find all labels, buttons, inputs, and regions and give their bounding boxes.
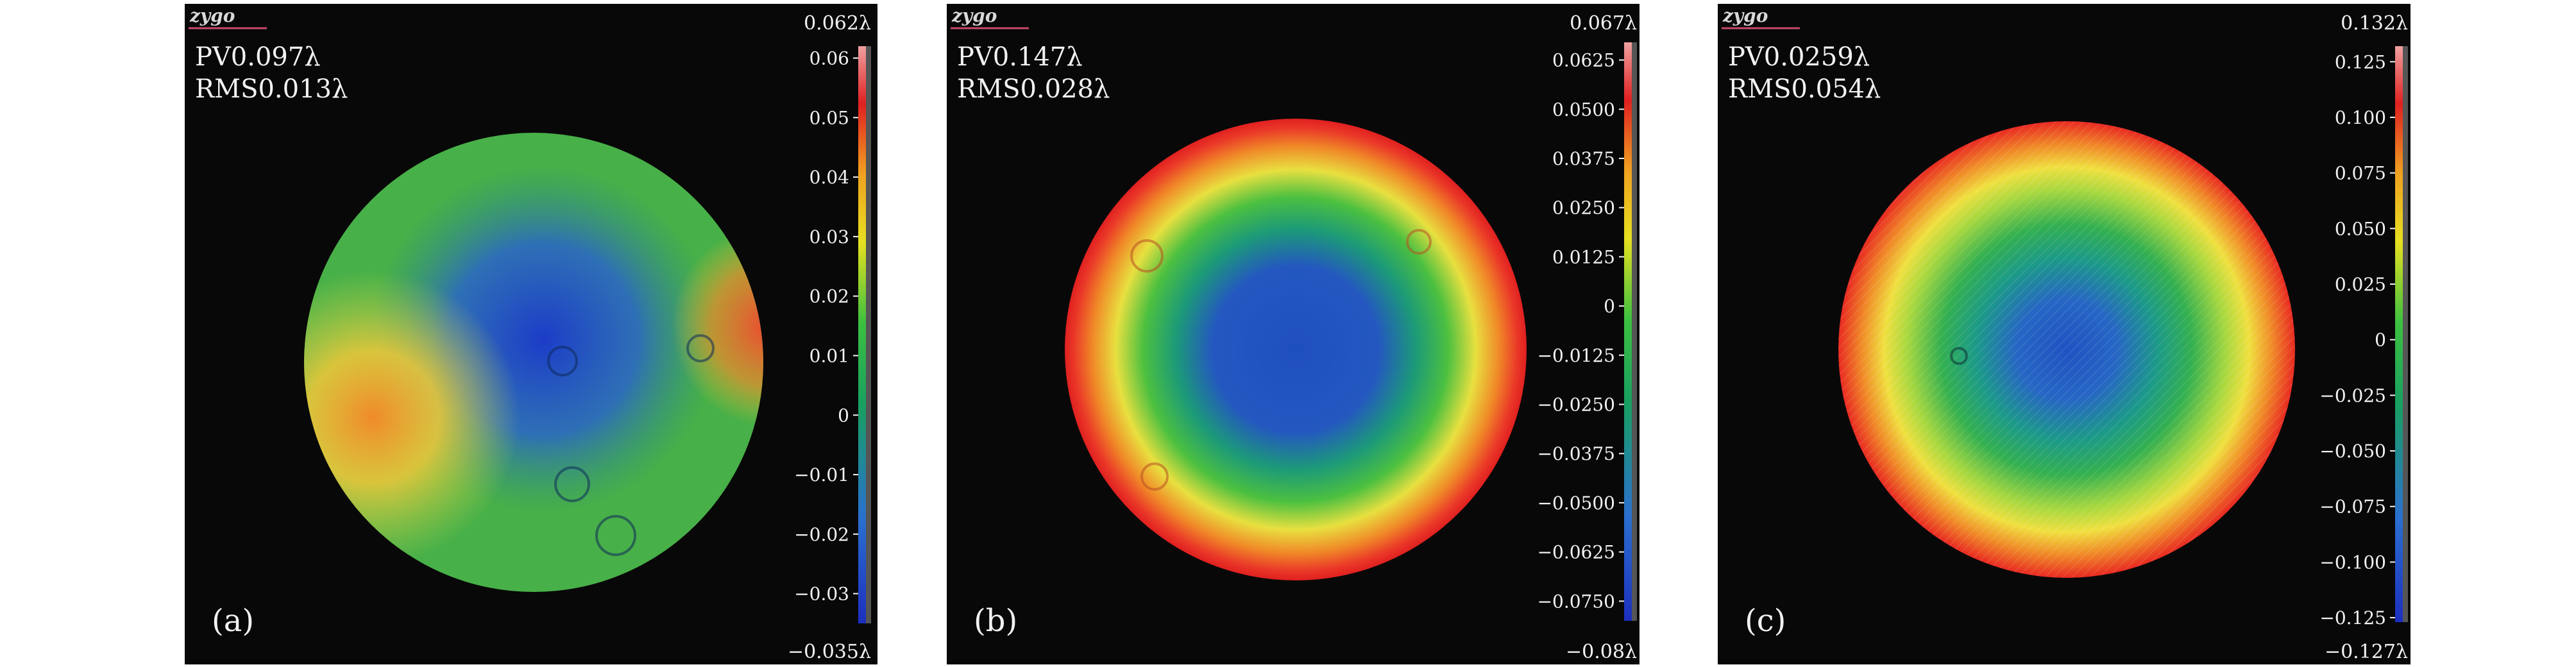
dust-ring [1950,347,1968,365]
colorbar-tick-label: 0.04 [809,167,849,188]
colorbar-tick-label: 0.0250 [1552,198,1615,219]
zygo-logo: zygo [189,5,235,26]
colorbar-tick-label: −0.0250 [1538,394,1615,416]
colorbar: 0.132λ −0.127λ −0.125 −0.100 −0.075 −0.050 −0.… [2319,12,2408,663]
colorbar-tick-label: 0.02 [809,286,849,307]
colorbar-tick-label: −0.01 [794,464,849,485]
colorbar-tick-label: −0.0375 [1538,443,1615,464]
colorbar-tick-label: −0.03 [794,584,849,605]
rms-value: RMS0.028λ [957,74,1110,104]
colorbar-min-label: −0.035λ [788,641,871,663]
colorbar-tick-label: −0.100 [2319,552,2386,573]
colorbar-gradient [858,46,866,623]
colorbar-tick-label: 0.03 [809,226,849,248]
colorbar-tick-label: 0 [838,405,849,426]
dust-ring [1130,239,1164,273]
colorbar-tick-label: 0.06 [809,48,849,69]
colorbar-tick-label: −0.0125 [1538,345,1615,366]
colorbar-tick-label: 0.050 [2335,218,2386,239]
colorbar-tick-label: 0.025 [2335,274,2386,295]
colorbar-edge [866,46,871,623]
surface-ring [1065,119,1527,580]
colorbar-tick-label: 0.0625 [1552,50,1615,71]
pv-value: PV0.0259λ [1728,42,1870,72]
colorbar-tick-label: 0.0375 [1552,148,1615,169]
colorbar-tick-label: 0.01 [809,345,849,366]
dust-ring [554,466,590,502]
dust-ring [547,346,578,376]
dust-ring [686,334,715,362]
colorbar-tick-label: −0.0750 [1538,591,1615,612]
surface-map [304,133,763,592]
colorbar-tick-label: 0.0125 [1552,246,1615,267]
colorbar-tick-label: 0.125 [2335,51,2386,72]
zygo-logo: zygo [1722,5,1768,26]
panel-label: (a) [212,603,254,639]
dust-ring [1406,229,1432,255]
surface-map [1838,121,2295,578]
colorbar-min-label: −0.127λ [2325,641,2408,663]
colorbar-tick-label: 0.100 [2335,107,2386,128]
colorbar-tick-label: −0.125 [2319,607,2386,629]
colorbar: 0.062λ −0.035λ −0.03 −0.02 −0.01 0 0.01 0.02 0.0… [788,12,871,663]
colorbar-tick-label: 0.0500 [1552,99,1615,120]
colorbar-tick-label: 0 [2375,330,2386,351]
colorbar-tick-label: 0 [1604,296,1615,317]
colorbar-gradient [1624,42,1632,621]
surface-fringe-texture [1838,121,2295,578]
colorbar-tick-label: −0.050 [2319,441,2386,462]
pv-value: PV0.097λ [195,42,321,72]
colorbar-min-label: −0.08λ [1566,641,1637,663]
dust-ring [595,515,636,556]
colorbar-max-label: 0.132λ [2341,12,2408,35]
colorbar-tick-label: −0.0500 [1538,493,1615,514]
colorbar-max-label: 0.062λ [804,12,871,35]
surface-map [1065,119,1527,580]
pv-value: PV0.147λ [957,42,1083,72]
panel-label: (b) [974,603,1017,639]
colorbar-tick-label: 0.075 [2335,163,2386,184]
colorbar-tick-label: 0.05 [809,107,849,128]
colorbar-edge [2403,46,2408,622]
colorbar-max-label: 0.067λ [1570,12,1637,35]
colorbar-tick-label: −0.075 [2319,496,2386,518]
colorbar-tick-label: −0.025 [2319,385,2386,406]
colorbar: 0.067λ −0.08λ −0.0750 −0.0625 −0.0500 −0.0375… [1538,12,1637,663]
rms-value: RMS0.054λ [1728,74,1881,104]
rms-value: RMS0.013λ [195,74,348,104]
colorbar-tick-label: −0.0625 [1538,542,1615,563]
dust-ring [1140,462,1169,491]
colorbar-edge [1632,42,1637,621]
colorbar-gradient [2395,46,2403,622]
colorbar-tick-label: −0.02 [794,524,849,545]
zygo-logo: zygo [951,5,997,26]
panel-label: (c) [1745,603,1786,639]
surface-edge-region [304,133,763,592]
